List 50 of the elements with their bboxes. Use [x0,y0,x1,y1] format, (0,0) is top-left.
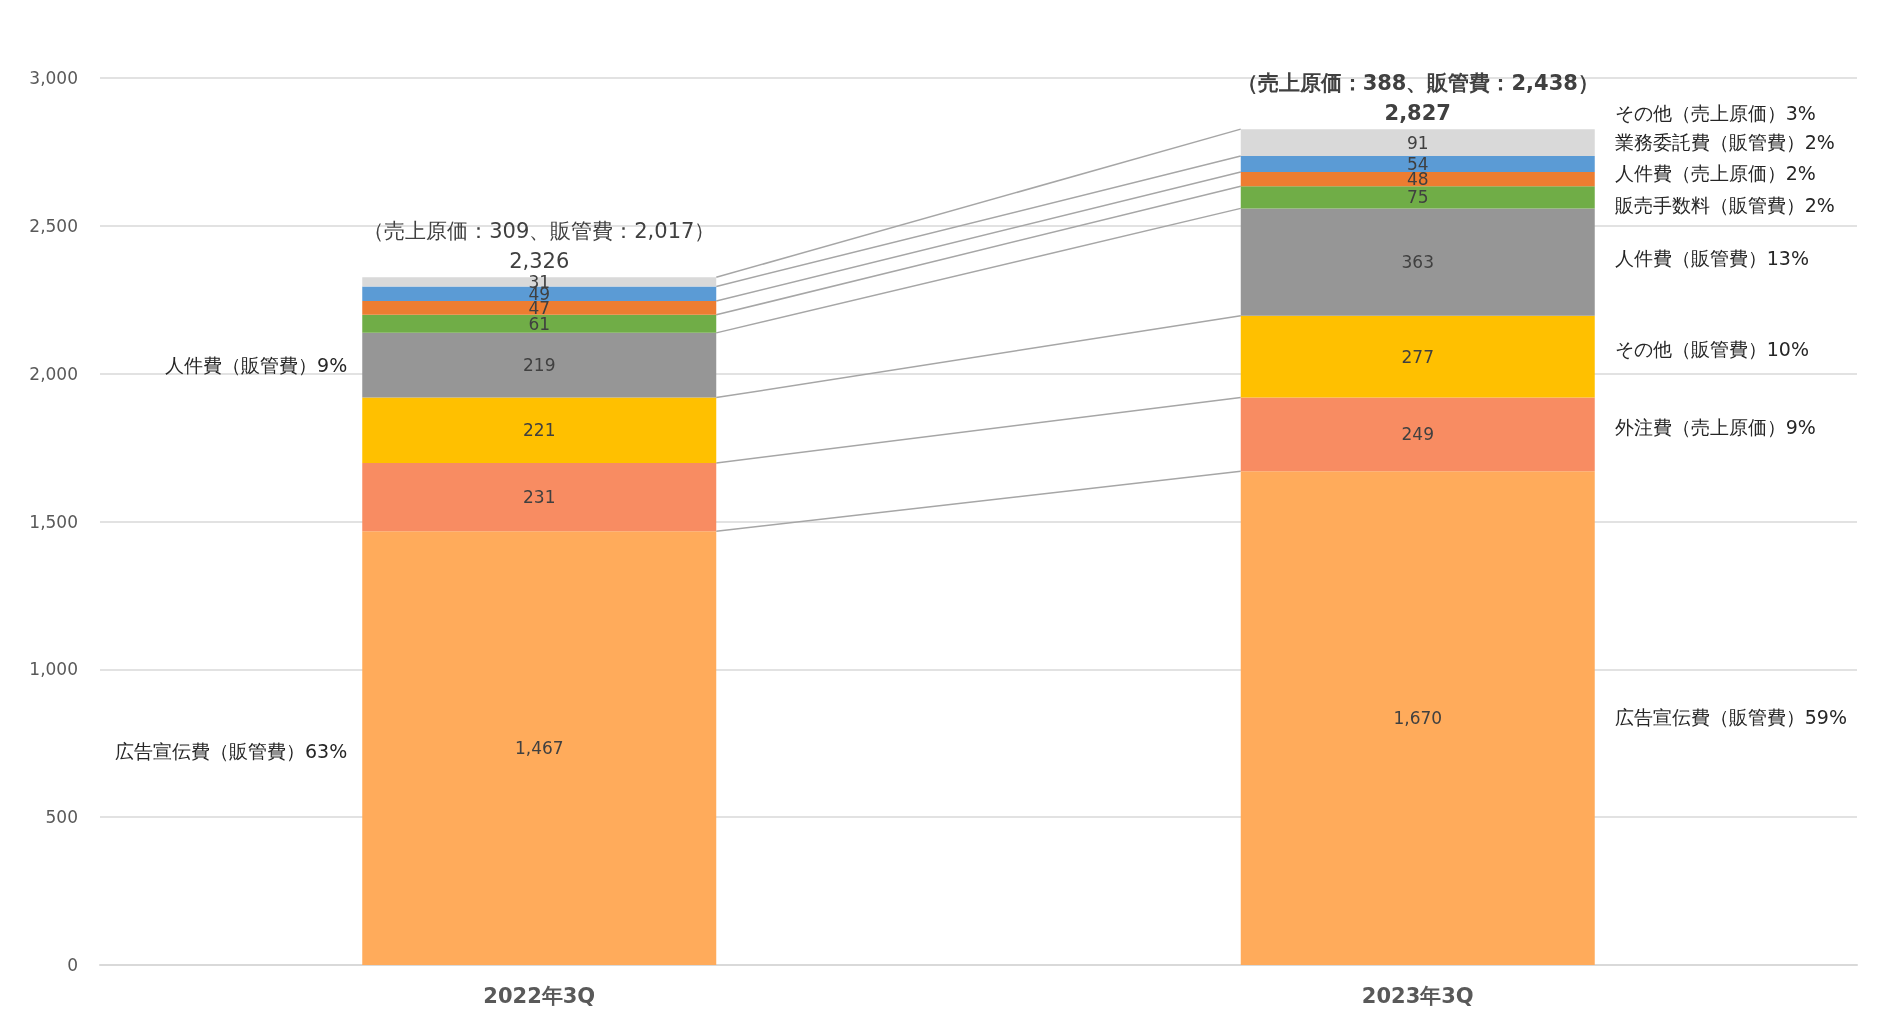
bar [362,300,717,315]
annotation: 人件費（販管費）9% [165,353,348,376]
bar [1240,397,1595,472]
data-label: 75 [1406,187,1429,208]
total-label: 2,326 [509,248,570,273]
bar [1240,129,1595,157]
bar [362,531,717,965]
bar [362,314,717,333]
annotation: 人件費（販管費）13% [1614,247,1809,270]
y-tick-label: 2,000 [29,363,78,384]
x-tick-label: 2023年3Q [1361,983,1474,1008]
y-tick-label: 0 [67,955,78,975]
bar [1240,471,1595,965]
data-label: 221 [523,420,556,441]
data-label: 91 [1406,132,1429,153]
bar [362,332,717,398]
y-tick-label: 1,000 [29,659,78,680]
data-label: 363 [1401,252,1434,273]
bar [362,277,717,287]
bar [362,286,717,301]
bar [1240,208,1595,316]
bar [1240,172,1595,187]
data-label: 231 [523,487,556,508]
data-label: 1,670 [1393,708,1443,729]
bar [1240,156,1595,173]
data-label: 249 [1401,424,1434,445]
bar [362,397,717,463]
annotation: その他（販管費）10% [1614,337,1809,360]
y-tick-label: 1,500 [29,511,78,532]
y-tick-label: 500 [45,807,78,828]
data-label: 277 [1401,346,1434,367]
annotation: 広告宣伝費（販管費）59% [1614,705,1847,728]
annotation: 広告宣伝費（販管費）63% [115,739,348,762]
annotation: 業務委託費（販管費）2% [1614,130,1835,153]
bar [362,462,717,532]
y-tick-label: 2,500 [29,215,78,236]
data-label: 61 [528,313,551,334]
annotation: 販売手数料（販管費）2% [1614,194,1835,217]
total-label: 2,827 [1384,100,1451,125]
bar [1240,315,1595,398]
annotation: 人件費（売上原価）2% [1614,162,1816,185]
annotation: 外注費（売上原価）9% [1614,415,1816,438]
annotation: （売上原価：388、販管費：2,438） [1236,70,1599,95]
data-label: 1,467 [514,738,564,759]
y-tick-label: 3,000 [29,68,78,88]
data-label: 219 [523,355,556,376]
bar [1240,186,1595,209]
x-tick-label: 2022年3Q [483,983,596,1008]
annotation: その他（売上原価）3% [1614,102,1816,125]
annotation: （売上原価：309、販管費：2,017） [363,218,716,243]
